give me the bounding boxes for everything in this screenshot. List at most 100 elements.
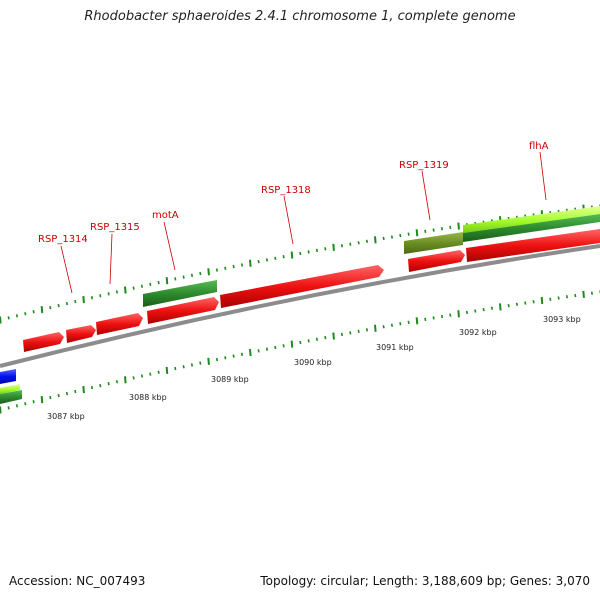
gene-arrow-rsp1319[interactable]: [408, 250, 465, 272]
scale-tick: [107, 382, 110, 386]
feature-lime-left[interactable]: [0, 384, 20, 394]
left-feature-group: [0, 369, 22, 404]
scale-tick: [515, 302, 519, 306]
scale-tick: [165, 277, 169, 285]
gene-label-flha[interactable]: flhA: [529, 141, 549, 152]
scale-tick: [199, 271, 202, 276]
scale-tick: [115, 290, 119, 294]
scale-tick: [299, 251, 302, 256]
scale-tick: [207, 268, 210, 276]
kbp-label-3092: 3092 kbp: [459, 328, 497, 337]
scale-tick: [49, 305, 52, 310]
scale-tick: [124, 376, 127, 384]
feature-green-flha[interactable]: [463, 214, 600, 242]
scale-tick: [240, 352, 244, 356]
scale-tick: [499, 303, 502, 311]
scale-tick: [215, 268, 219, 272]
scale-tick: [432, 228, 435, 232]
scale-tick: [282, 255, 285, 259]
gene-arrow-mota[interactable]: [147, 297, 219, 324]
scale-tick: [590, 291, 594, 295]
gene-label-group: RSP_1314 RSP_1315 motA RSP_1318 RSP_1319…: [38, 141, 549, 294]
accession-text: Accession: NC_007493: [9, 574, 146, 588]
scale-tick: [390, 323, 394, 327]
gene-arrow-rsp1315[interactable]: [66, 325, 96, 343]
genome-summary-text: Topology: circular; Length: 3,188,609 bp…: [260, 574, 590, 588]
scale-tick: [207, 357, 210, 365]
kbp-label-3088: 3088 kbp: [129, 393, 167, 402]
scale-tick: [374, 236, 377, 244]
scale-tick: [357, 329, 360, 334]
scale-tick: [340, 332, 344, 337]
scale-tick: [15, 404, 19, 408]
scale-tick: [249, 348, 252, 357]
scale-tick: [349, 331, 352, 335]
scale-tick: [24, 402, 27, 406]
scale-tick: [440, 314, 444, 319]
scale-tick: [449, 313, 452, 317]
gene-arrows: [23, 229, 600, 352]
scale-tick: [382, 325, 385, 329]
scale-tick: [249, 259, 252, 267]
feature-green-mota[interactable]: [143, 280, 217, 307]
scale-tick: [415, 317, 419, 325]
scale-tick: [157, 370, 160, 374]
scale-tick: [374, 324, 377, 332]
scale-tick: [40, 396, 44, 404]
scale-tick: [82, 385, 85, 394]
scale-tick: [265, 347, 269, 351]
feature-olive-rsp1319[interactable]: [404, 232, 463, 254]
scale-tick: [415, 229, 419, 237]
scale-tick: [115, 380, 119, 384]
scale-tick: [365, 239, 369, 243]
scale-tick: [290, 251, 294, 259]
scale-tick: [7, 316, 10, 320]
scale-tick: [424, 317, 427, 322]
gene-label-rsp1319[interactable]: RSP_1319: [399, 160, 449, 171]
scale-tick: [232, 354, 235, 358]
gene-arrow-rsp1314[interactable]: [23, 332, 64, 352]
scale-tick: [157, 280, 160, 285]
feature-green-left[interactable]: [0, 390, 22, 404]
scale-tick: [565, 295, 569, 299]
gene-label-rsp1315[interactable]: RSP_1315: [90, 222, 140, 233]
scale-tick: [215, 357, 219, 362]
feature-blue[interactable]: [0, 369, 16, 384]
gene-arrow-rsp1318[interactable]: [220, 265, 384, 308]
scale-tick: [40, 306, 44, 314]
scale-tick: [307, 339, 310, 343]
scale-tick: [582, 290, 585, 298]
scale-tick: [557, 296, 560, 300]
scale-tick: [265, 258, 269, 262]
scale-tick: [65, 301, 69, 306]
scale-tick: [524, 301, 527, 305]
gene-label-mota[interactable]: motA: [152, 210, 179, 221]
scale-tick: [532, 300, 535, 304]
scale-tick: [132, 286, 135, 290]
scale-tick: [165, 366, 169, 374]
gene-label-rsp1314[interactable]: RSP_1314: [38, 234, 88, 245]
scale-tick: [307, 250, 310, 254]
scale-tick: [49, 395, 52, 400]
gene-label-rsp1318[interactable]: RSP_1318: [261, 185, 311, 196]
scale-tick: [182, 365, 185, 369]
scale-tick: [257, 259, 260, 264]
scale-tick: [424, 229, 427, 234]
scale-tick: [190, 273, 194, 277]
scale-tick: [324, 247, 327, 251]
scale-tick: [240, 263, 244, 267]
scale-tick: [324, 335, 327, 340]
scale-tick: [90, 296, 94, 300]
scale-tick: [474, 309, 477, 313]
lower-tick-track: [0, 290, 600, 414]
feature-lime-flha[interactable]: [463, 206, 600, 233]
gene-arrow-flha[interactable]: [466, 229, 600, 262]
scale-tick: [99, 294, 102, 298]
scale-tick: [507, 303, 510, 308]
scale-tick: [490, 306, 494, 310]
kbp-label-3089: 3089 kbp: [211, 375, 249, 384]
kbp-label-3091: 3091 kbp: [376, 343, 414, 352]
gene-arrow-rsp1316[interactable]: [96, 313, 143, 335]
scale-tick: [190, 363, 194, 367]
